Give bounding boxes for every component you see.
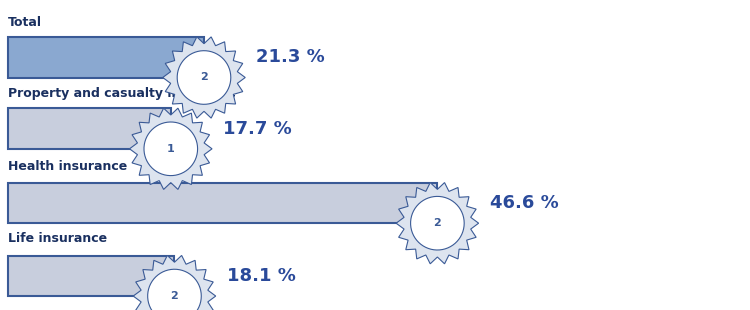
Polygon shape — [163, 37, 245, 118]
Text: Health insurance: Health insurance — [8, 160, 127, 173]
Text: 17.7 %: 17.7 % — [224, 120, 292, 138]
Text: Life insurance: Life insurance — [8, 232, 106, 246]
Bar — [8, 37, 204, 78]
Text: 18.1 %: 18.1 % — [227, 267, 296, 285]
Polygon shape — [134, 255, 216, 310]
Text: Property and casualty insurance: Property and casualty insurance — [8, 87, 236, 100]
Polygon shape — [130, 108, 212, 189]
Polygon shape — [177, 51, 231, 104]
Bar — [8, 256, 175, 296]
Polygon shape — [148, 269, 201, 310]
Text: 2: 2 — [433, 218, 441, 228]
Polygon shape — [410, 197, 464, 250]
Text: 21.3 %: 21.3 % — [256, 48, 326, 66]
Text: 2: 2 — [200, 73, 208, 82]
Text: 46.6 %: 46.6 % — [490, 194, 559, 212]
Polygon shape — [144, 122, 197, 175]
Polygon shape — [396, 183, 478, 264]
Text: Total: Total — [8, 16, 41, 29]
Bar — [8, 108, 171, 149]
Text: 1: 1 — [167, 144, 175, 154]
Bar — [8, 183, 437, 223]
Text: 2: 2 — [170, 291, 178, 301]
